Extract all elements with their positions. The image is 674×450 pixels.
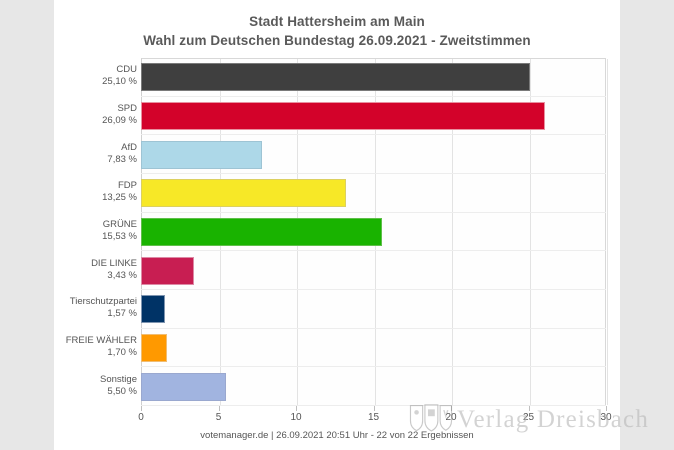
category-label: GRÜNE 15,53 % [54, 219, 137, 243]
x-tick-label: 10 [290, 412, 302, 423]
category-axis-labels: CDU 25,10 % SPD 26,09 % AfD 7,83 % FDP 13,25 % G… [54, 58, 137, 406]
party-name: SPD [117, 103, 137, 114]
party-percentage: 5,50 % [107, 385, 137, 397]
party-percentage: 25,10 % [102, 76, 137, 88]
x-tick-mark [141, 406, 142, 411]
bar-row [141, 329, 606, 368]
x-axis: 0 5 10 15 20 25 30 [138, 406, 612, 430]
party-percentage: 15,53 % [102, 231, 137, 242]
bar-afd[interactable] [141, 140, 263, 169]
bar-rows [141, 58, 606, 406]
bar-sonstige[interactable] [141, 372, 227, 401]
party-name: GRÜNE [102, 219, 137, 230]
row-separator [141, 327, 606, 329]
party-percentage: 1,57 % [107, 308, 137, 320]
bar-gr-ne[interactable] [141, 217, 382, 246]
party-percentage: 1,70 % [107, 347, 137, 358]
gridline [529, 59, 531, 405]
page-subtitle: Wahl zum Deutschen Bundestag 26.09.2021 … [143, 33, 531, 48]
x-tick-mark [218, 406, 220, 411]
bar-row [141, 213, 606, 252]
bar-row [141, 174, 606, 213]
bar-row [141, 58, 606, 97]
party-percentage: 7,83 % [107, 153, 137, 165]
bar-row [141, 367, 606, 406]
bar-die-linke[interactable] [141, 256, 195, 285]
row-separator [141, 366, 606, 368]
bar-tierschutzpartei[interactable] [141, 295, 166, 324]
x-tick-mark [373, 406, 375, 411]
gridline [607, 59, 608, 405]
row-separator [141, 404, 606, 406]
party-percentage: 26,09 % [102, 115, 137, 126]
party-name: DIE LINKE [91, 257, 137, 269]
party-name: AfD [121, 141, 137, 153]
row-separator [141, 134, 606, 136]
party-name: Tierschutzpartei [69, 296, 137, 308]
category-label: DIE LINKE 3,43 % [54, 258, 137, 282]
party-name: CDU [116, 64, 137, 76]
bar-cdu[interactable] [141, 63, 531, 92]
row-separator [141, 95, 606, 97]
party-percentage: 3,43 % [107, 269, 137, 281]
chart-title-block: Stadt Hattersheim am Main Wahl zum Deuts… [54, 12, 620, 50]
bar-spd[interactable] [141, 101, 546, 130]
x-tick-mark [451, 406, 452, 411]
bar-row [141, 290, 606, 329]
category-label: CDU 25,10 % [54, 64, 137, 88]
bar-freie-w-hler[interactable] [141, 333, 168, 362]
x-tick-label: 20 [445, 412, 457, 423]
bar-fdp[interactable] [141, 179, 347, 208]
party-percentage: 13,25 % [102, 192, 137, 204]
bar-row [141, 97, 606, 136]
row-separator [141, 172, 606, 174]
category-label: FREIE WÄHLER 1,70 % [54, 335, 137, 359]
bar-row [141, 135, 606, 174]
row-separator [141, 211, 606, 213]
x-tick-mark [606, 406, 607, 411]
x-tick-mark [296, 406, 297, 411]
footer-source-text: votemanager.de | 26.09.2021 20:51 Uhr - … [200, 430, 474, 441]
party-name: FREIE WÄHLER [65, 335, 137, 346]
category-label: AfD 7,83 % [54, 142, 137, 166]
party-name: FDP [118, 180, 137, 192]
bar-row [141, 251, 606, 290]
row-separator [141, 250, 606, 252]
category-label: Sonstige 5,50 % [54, 374, 137, 398]
category-label: Tierschutzpartei 1,57 % [54, 296, 137, 320]
x-tick-label: 0 [138, 412, 144, 423]
x-tick-mark [528, 406, 530, 411]
x-tick-label: 30 [600, 412, 612, 423]
x-tick-label: 15 [367, 412, 380, 423]
category-label: FDP 13,25 % [54, 180, 137, 204]
x-tick-label: 5 [215, 412, 222, 423]
gridline [452, 59, 453, 405]
party-name: Sonstige [100, 373, 137, 385]
row-separator [141, 288, 606, 290]
page-title: Stadt Hattersheim am Main [249, 14, 425, 29]
x-tick-label: 25 [522, 412, 535, 423]
category-label: SPD 26,09 % [54, 103, 137, 127]
